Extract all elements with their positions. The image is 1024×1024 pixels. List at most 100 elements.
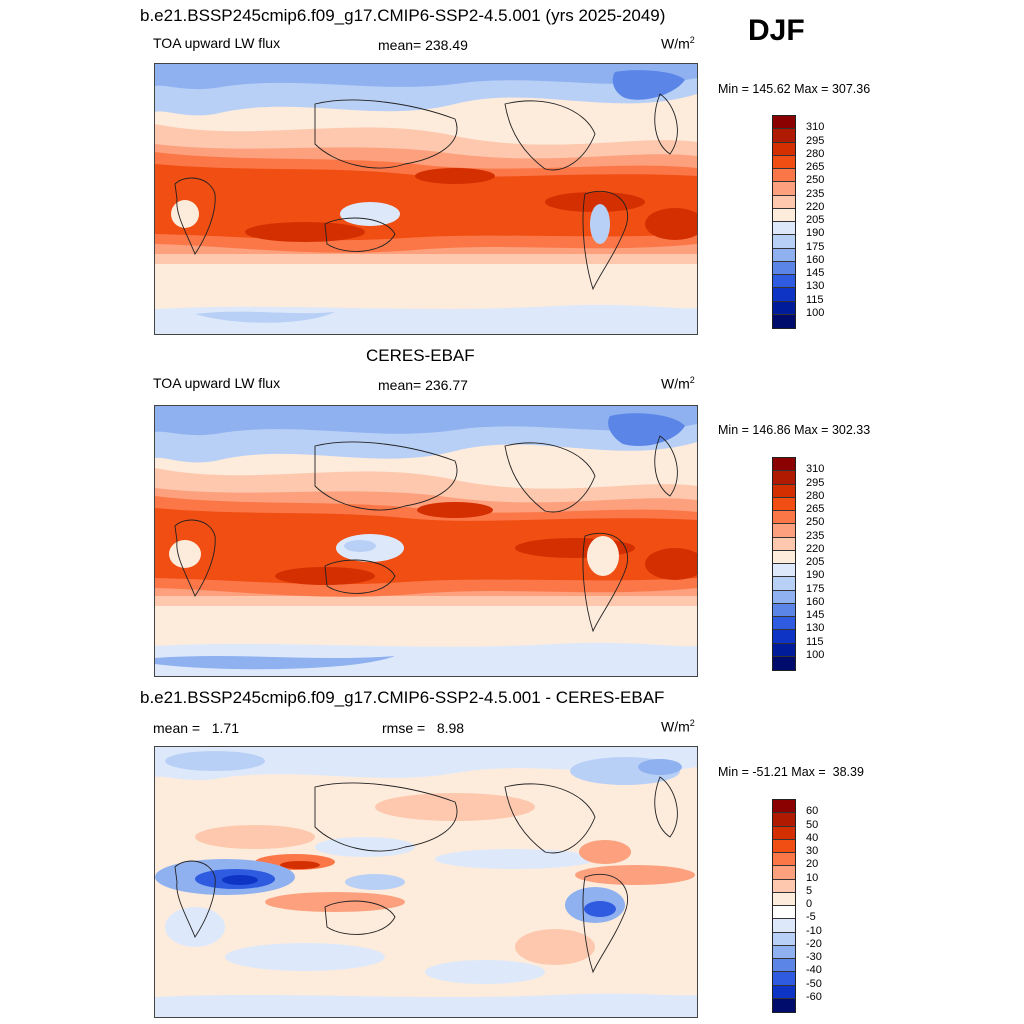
panel-2-colorbar-swatch <box>773 630 795 644</box>
panel-2-map-field <box>155 406 697 676</box>
panel-2-colorbar-swatch <box>773 537 795 551</box>
panel-2-colorbar-tick: 265 <box>806 503 825 515</box>
panel-3-colorbar-tick: -10 <box>806 924 822 937</box>
panel-2-colorbar-tick: 220 <box>806 542 825 555</box>
panel-2-colorbar-swatch <box>773 603 795 617</box>
panel-1-colorbar-tick: 145 <box>806 267 825 279</box>
panel-3-colorbar-tick: 40 <box>806 831 819 844</box>
panel-3-colorbar-swatch <box>773 892 795 906</box>
panel-1-colorbar-tick: 205 <box>806 214 825 226</box>
panel-2-colorbar-tick: 145 <box>806 609 825 621</box>
panel-1-colorbar-tick: 265 <box>806 161 825 173</box>
panel-3-colorbar-tick: -50 <box>806 977 822 990</box>
panel-3-colorbar-tick: -20 <box>806 937 822 950</box>
panel-1-colorbar-swatch <box>773 182 795 196</box>
panel-1-colorbar-tick: 250 <box>806 174 825 187</box>
panel-3-colorbar-tick: -30 <box>806 951 822 963</box>
panel-1-colorbar-swatch <box>773 261 795 275</box>
panel-2-colorbar-tick: 160 <box>806 595 825 608</box>
panel-1-colorbar-swatch <box>773 222 795 236</box>
panel-3-colorbar-tick: 50 <box>806 818 819 831</box>
panel-2-units: W/m2 <box>661 375 695 392</box>
panel-1-title: b.e21.BSSP245cmip6.f09_g17.CMIP6-SSP2-4.… <box>140 6 666 25</box>
panel-3-colorbar <box>772 799 796 1013</box>
panel-1-colorbar-swatch <box>773 208 795 222</box>
panel-3-colorbar-tick: 20 <box>806 858 819 871</box>
panel-1-colorbar-tick: 310 <box>806 121 825 134</box>
panel-1-colorbar-swatch <box>773 116 795 130</box>
panel-1-colorbar-tick: 160 <box>806 253 825 266</box>
panel-3-colorbar-tick: 10 <box>806 871 819 884</box>
panel-2-colorbar-swatch <box>773 497 795 511</box>
panel-3-colorbar-tick: -40 <box>806 964 822 977</box>
panel-3-colorbar-tick: 5 <box>806 884 813 897</box>
panel-2-colorbar-tick: 235 <box>806 529 825 542</box>
panel-2-colorbar-tick: 280 <box>806 489 825 502</box>
panel-2-colorbar-swatch <box>773 524 795 538</box>
panel-3-colorbar-swatch <box>773 998 795 1012</box>
panel-1-colorbar-swatch <box>773 248 795 262</box>
panel-1-units: W/m2 <box>661 35 695 52</box>
panel-1-minmax: Min = 145.62 Max = 307.36 <box>718 82 871 96</box>
panel-3-colorbar-swatch <box>773 906 795 920</box>
panel-2-colorbar-tick: 250 <box>806 516 825 529</box>
panel-1-colorbar-tick: 100 <box>806 306 825 319</box>
panel-1-colorbar-tick: 175 <box>806 240 825 253</box>
panel-2-mean-label: mean= 236.77 <box>378 377 468 393</box>
panel-3-map-field <box>155 747 697 1017</box>
panel-1-colorbar-swatch <box>773 275 795 289</box>
panel-3-map <box>154 746 698 1018</box>
panel-2-colorbar-tick: 310 <box>806 463 825 476</box>
panel-2-minmax: Min = 146.86 Max = 302.33 <box>718 423 871 437</box>
panel-2-colorbar-swatch <box>773 564 795 578</box>
panel-2-colorbar-tick: 130 <box>806 622 825 635</box>
panel-1-colorbar-swatch <box>773 142 795 156</box>
panel-2-colorbar-swatch <box>773 471 795 485</box>
panel-1-colorbar-swatch <box>773 288 795 302</box>
panel-3-colorbar-swatch <box>773 813 795 827</box>
panel-3-colorbar-swatch <box>773 879 795 893</box>
panel-3-colorbar-swatch <box>773 972 795 986</box>
panel-2-colorbar-swatch <box>773 590 795 604</box>
panel-1-colorbar-swatch <box>773 129 795 143</box>
panel-3-colorbar-swatch <box>773 853 795 867</box>
panel-2-colorbar-swatch <box>773 511 795 525</box>
panel-2-colorbar-swatch <box>773 484 795 498</box>
panel-1-colorbar-tick: 295 <box>806 134 825 147</box>
panel-2-title: CERES-EBAF <box>366 346 475 365</box>
panel-1-colorbar-swatch <box>773 155 795 169</box>
panel-3-rmse-label: rmse = 8.98 <box>382 720 465 736</box>
panel-1-colorbar-tick: 190 <box>806 227 825 240</box>
panel-1-mean-label: mean= 238.49 <box>378 37 468 53</box>
panel-3-colorbar-swatch <box>773 932 795 946</box>
panel-1-colorbar-tick: 220 <box>806 200 825 213</box>
panel-3-colorbar-tick: 0 <box>806 898 813 910</box>
panel-3-colorbar-swatch <box>773 919 795 933</box>
panel-1-map-field <box>155 64 697 334</box>
panel-3-colorbar-swatch <box>773 839 795 853</box>
panel-3-colorbar-swatch <box>773 959 795 973</box>
panel-2-map <box>154 405 698 677</box>
panel-3-minmax: Min = -51.21 Max = 38.39 <box>718 765 864 779</box>
panel-1-colorbar-tick: 280 <box>806 147 825 160</box>
panel-2-colorbar-tick: 190 <box>806 569 825 582</box>
panel-1-colorbar-swatch <box>773 314 795 328</box>
panel-2-colorbar-swatch <box>773 656 795 670</box>
panel-3-colorbar-swatch <box>773 800 795 814</box>
panel-3-colorbar-tick: 60 <box>806 805 819 818</box>
panel-2-colorbar-tick: 115 <box>806 635 824 648</box>
panel-3-colorbar-swatch <box>773 985 795 999</box>
panel-1-colorbar-tick: 115 <box>806 293 824 306</box>
panel-1-colorbar-tick: 130 <box>806 280 825 293</box>
panel-2-colorbar-swatch <box>773 577 795 591</box>
panel-2-colorbar-tick: 205 <box>806 556 825 568</box>
panel-2-colorbar <box>772 457 796 671</box>
panel-1-colorbar-swatch <box>773 301 795 315</box>
panel-2-colorbar-swatch <box>773 550 795 564</box>
panel-3-colorbar-tick: 30 <box>806 845 819 857</box>
panel-1-map <box>154 63 698 335</box>
panel-2-colorbar-tick: 175 <box>806 582 825 595</box>
panel-3-units: W/m2 <box>661 718 695 735</box>
panel-2-colorbar-tick: 100 <box>806 648 825 661</box>
panel-2-field-label: TOA upward LW flux <box>153 375 281 391</box>
